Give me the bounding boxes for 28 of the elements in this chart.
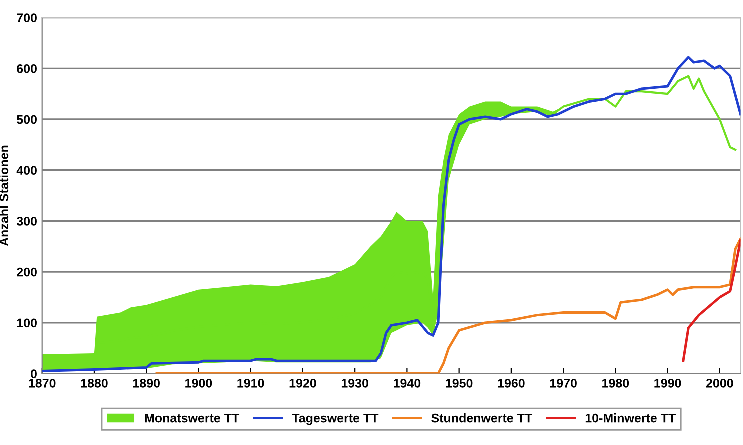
legend-label: Stundenwerte TT xyxy=(432,414,533,423)
x-tick-label: 1880 xyxy=(81,378,108,388)
legend-label: 10-Minwerte TT xyxy=(586,414,676,423)
y-tick-label: 100 xyxy=(17,318,37,328)
x-tick-label: 1970 xyxy=(550,378,577,388)
x-tick-label: 1960 xyxy=(498,378,525,388)
x-tick-label: 1870 xyxy=(29,378,56,388)
y-tick-label: 300 xyxy=(16,217,37,226)
x-tick-label: 1910 xyxy=(238,378,264,388)
x-tick-label: 1890 xyxy=(133,378,160,388)
y-tick-label: 600 xyxy=(17,64,37,74)
y-tick-label: 400 xyxy=(16,166,37,176)
x-tick-label: 1900 xyxy=(186,378,212,388)
x-tick-label: 1940 xyxy=(394,378,421,388)
y-tick-label: 0 xyxy=(31,370,37,378)
y-tick-label: 200 xyxy=(17,268,37,277)
x-tick-label: 1980 xyxy=(602,378,630,388)
line-series xyxy=(156,238,741,374)
legend-label: Tageswerte TT xyxy=(292,414,379,426)
line-series xyxy=(682,239,741,362)
y-tick-label: 700 xyxy=(17,14,37,22)
x-tick-label: 2000 xyxy=(706,378,734,388)
legend-label: Monatswerte TT xyxy=(145,414,240,423)
x-tick-label: 1950 xyxy=(446,378,473,388)
x-tick-label: 1990 xyxy=(654,378,682,388)
x-tick-label: 1920 xyxy=(290,378,316,388)
y-tick-label: 500 xyxy=(17,115,37,124)
x-tick-label: 1930 xyxy=(342,378,368,388)
